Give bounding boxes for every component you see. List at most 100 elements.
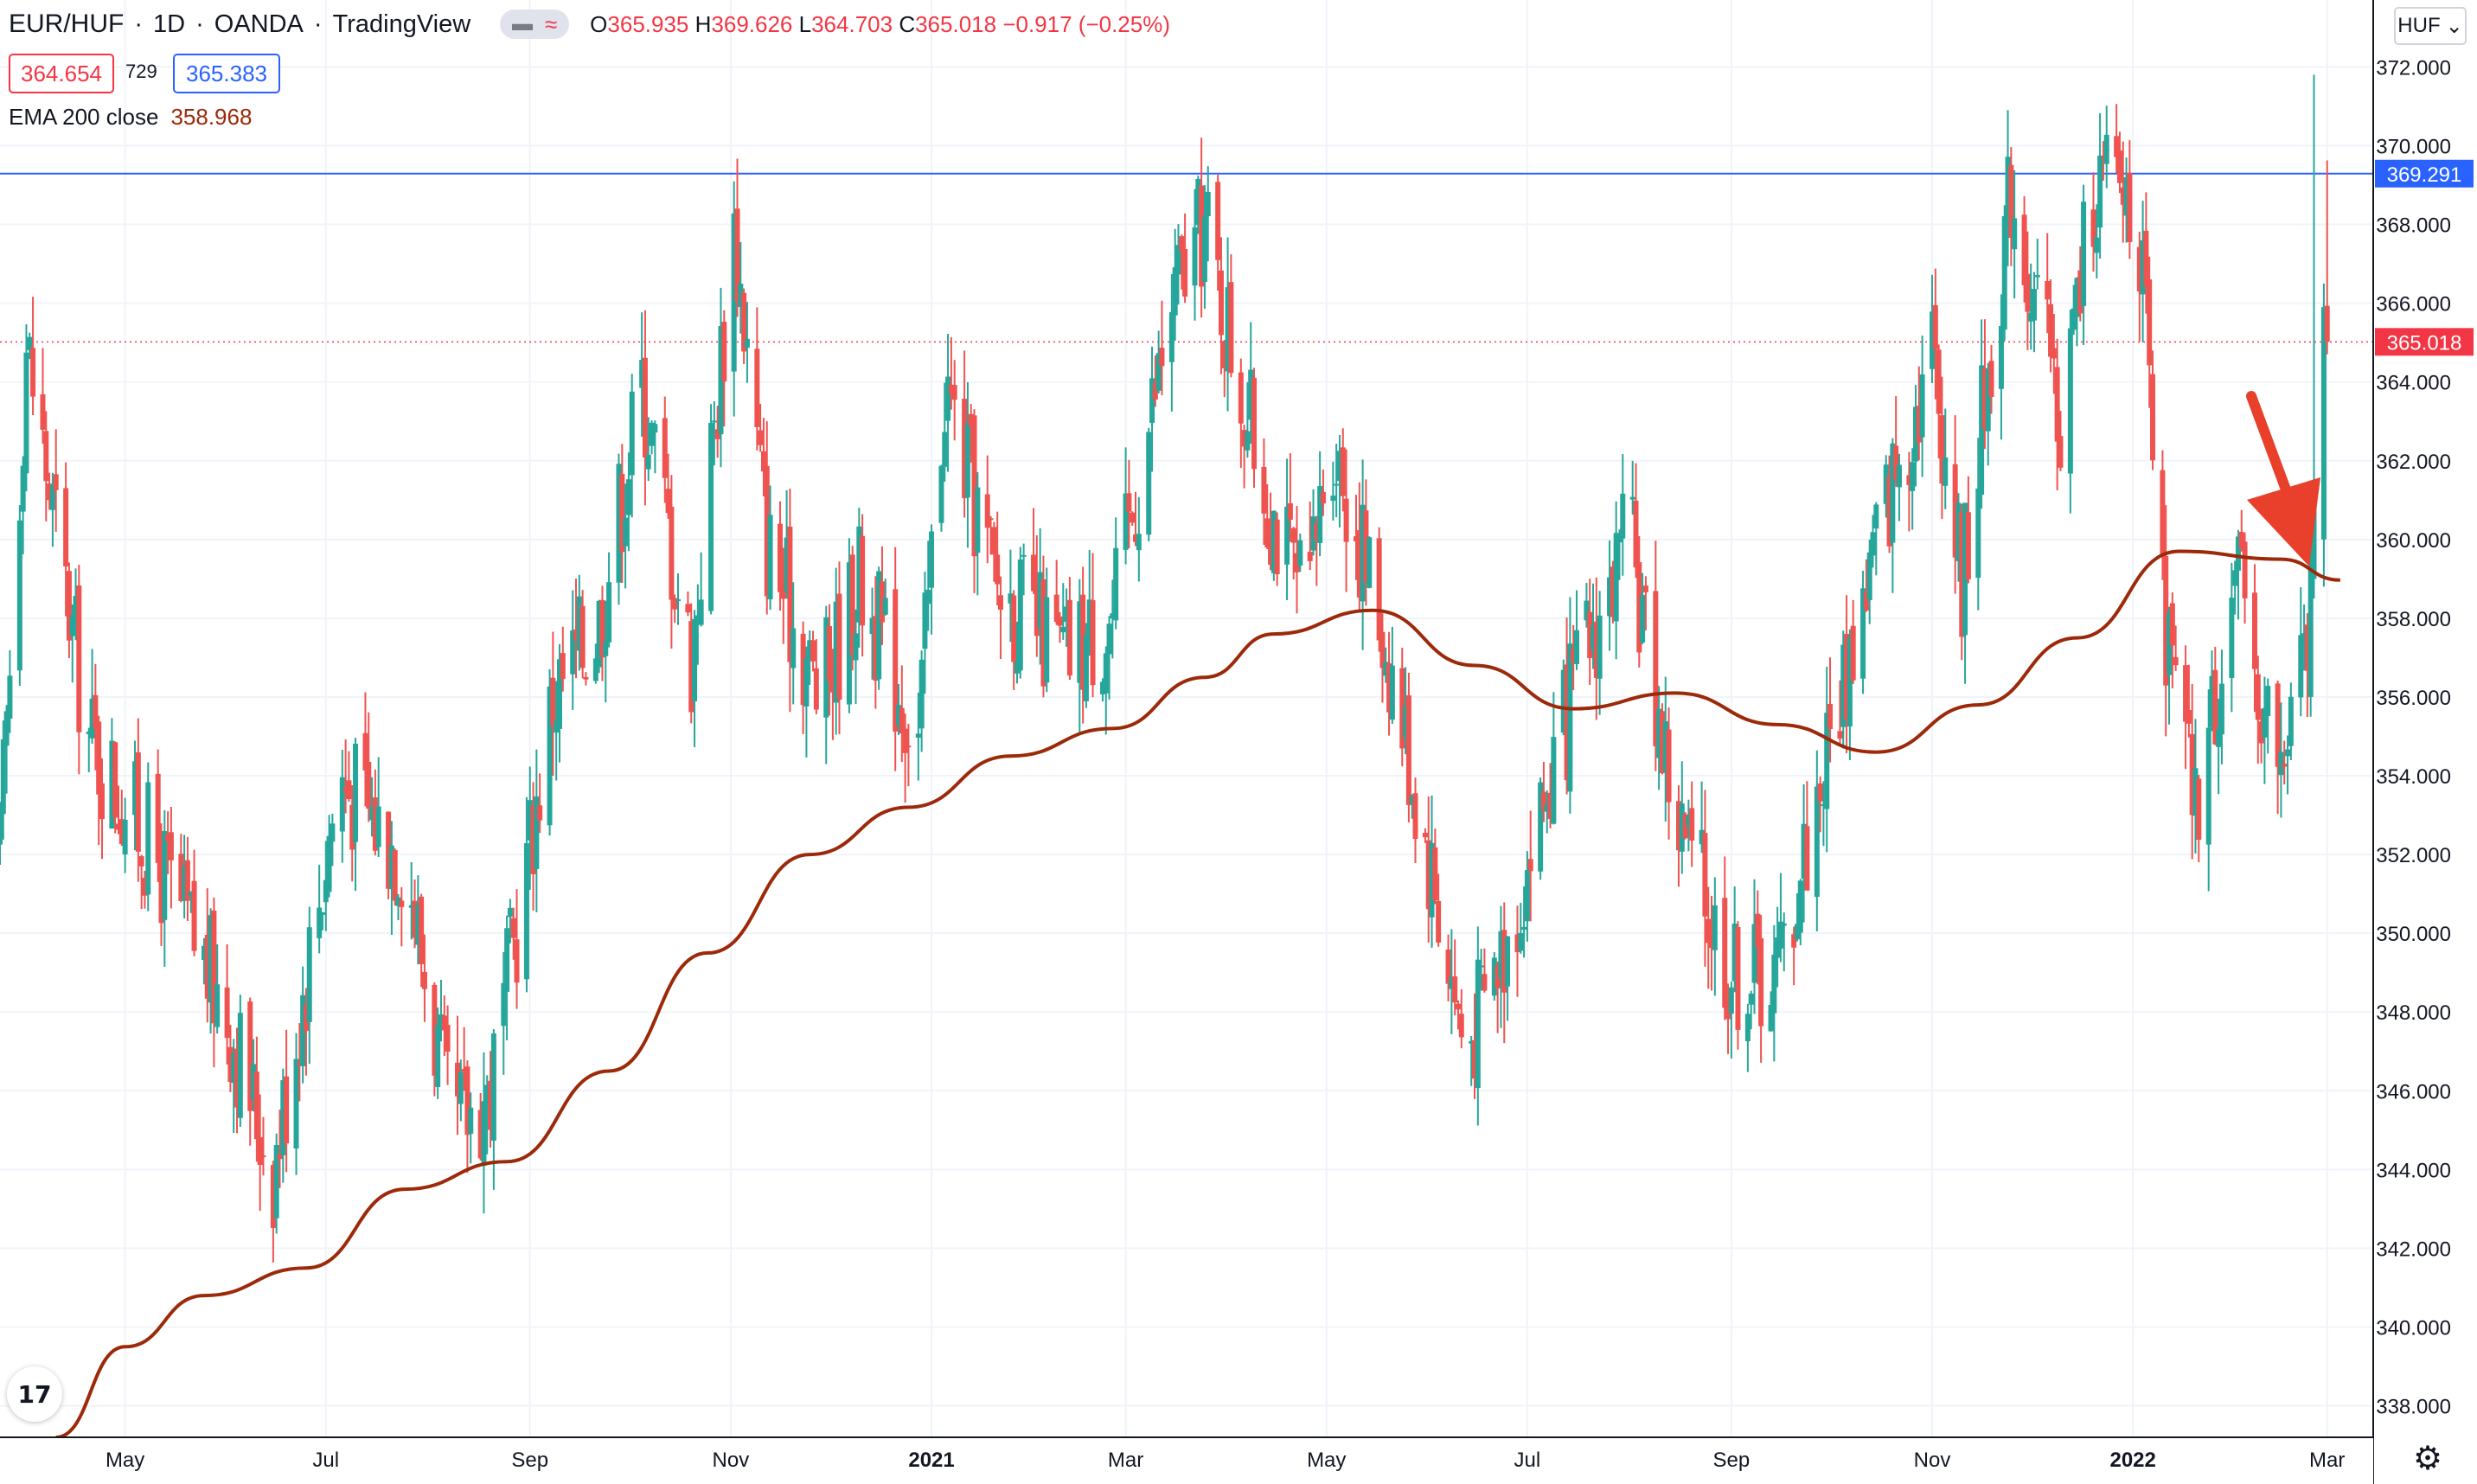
horizontal-level-layer[interactable] <box>0 172 2373 343</box>
candle-body <box>168 832 174 860</box>
candle-body <box>1797 880 1803 933</box>
candle-body <box>421 971 427 989</box>
candle-body <box>784 537 790 592</box>
candle-body <box>135 752 141 852</box>
candle-body <box>1775 937 1781 958</box>
candle-body <box>1863 591 1869 611</box>
candle-body <box>2012 218 2018 250</box>
buy-price-button[interactable]: 365.383 <box>173 54 280 93</box>
candle-body <box>1040 579 1046 687</box>
time-axis[interactable]: May Jul Sep Nov 2021 Mar May Jul Sep Nov 2022 Mar <box>106 1449 2345 1472</box>
candle-body <box>1066 599 1072 676</box>
candle-body <box>754 349 760 427</box>
candle-body <box>1873 504 1879 529</box>
candle-body <box>1218 270 1224 336</box>
candle-body <box>96 721 102 795</box>
candle-body <box>1748 993 1754 1005</box>
candle-body <box>386 811 392 889</box>
arrow-shaft[interactable] <box>2246 391 2297 511</box>
candle-body <box>2103 134 2109 164</box>
candle-body <box>2032 289 2037 321</box>
candle-body <box>1403 706 1409 739</box>
time-tick-label: Sep <box>511 1449 548 1472</box>
candle-body <box>1317 486 1323 543</box>
candle-body <box>1113 547 1119 621</box>
time-axis-background[interactable] <box>0 1437 2373 1484</box>
candle-body <box>708 423 714 611</box>
candle-body <box>1044 597 1050 683</box>
candle-body <box>1103 653 1109 694</box>
candle-body <box>1540 791 1546 811</box>
candle-body <box>1238 372 1244 424</box>
candle-body <box>1722 898 1728 1008</box>
candle-body <box>20 465 26 512</box>
candle-body <box>2242 541 2248 598</box>
candle-body <box>3 711 10 746</box>
interval-label[interactable]: 1D <box>153 10 186 38</box>
candle-body <box>853 633 859 661</box>
candle-body <box>694 615 701 623</box>
candle-body <box>0 739 6 815</box>
candle-body <box>2205 727 2211 845</box>
candle-body <box>488 1080 494 1130</box>
ema-legend[interactable]: EMA 200 close 358.968 <box>9 104 252 131</box>
candle-body <box>592 658 598 681</box>
candle-body <box>224 987 230 1039</box>
down-arrow-annotation[interactable] <box>2246 391 2320 566</box>
sell-price-button[interactable]: 364.654 <box>9 54 114 93</box>
candle-body <box>2090 209 2096 247</box>
candle-body <box>1334 483 1340 486</box>
candle-body <box>353 743 359 842</box>
candle-body <box>188 891 194 897</box>
candle-body <box>669 506 675 600</box>
time-tick-label: Mar <box>1108 1449 1143 1472</box>
candle-body <box>576 596 582 651</box>
candle-body <box>968 413 974 427</box>
price-tick-label: 356.000 <box>2376 687 2451 710</box>
gear-icon[interactable]: ⚙ <box>2413 1441 2443 1477</box>
minus-icon[interactable]: ▬ <box>512 12 534 35</box>
toggle-pill[interactable]: ▬ ≈ <box>500 10 570 39</box>
platform-label: TradingView <box>332 10 471 38</box>
symbol-name[interactable]: EUR/HUF <box>9 10 125 38</box>
candle-body <box>573 629 579 641</box>
candle-body <box>873 616 879 681</box>
candle-body <box>1567 643 1573 792</box>
candle-body <box>2123 176 2129 216</box>
candle-body <box>1452 976 1458 1003</box>
candle-body <box>372 797 378 851</box>
candle-body <box>1363 510 1369 583</box>
candle-body <box>317 907 323 938</box>
price-axis[interactable]: 338.000 340.000 342.000 344.000 346.000 348.0… <box>2375 56 2474 1419</box>
candle-body <box>1593 621 1599 678</box>
candle-body <box>514 939 520 983</box>
candle-body <box>997 595 1003 611</box>
candle-body <box>833 601 839 703</box>
candle-body <box>1860 588 1866 679</box>
candle-body <box>455 1062 461 1097</box>
wave-icon[interactable]: ≈ <box>545 10 558 37</box>
candle-body <box>1613 533 1619 622</box>
candle-body <box>1495 965 1501 989</box>
candle-body <box>1636 562 1642 653</box>
candle-body <box>856 526 862 623</box>
currency-button[interactable]: HUF ⌄ <box>2394 7 2467 45</box>
candle-body <box>893 589 899 732</box>
candle-body <box>86 732 92 734</box>
candle-body <box>306 927 312 1022</box>
arrow-head[interactable] <box>2247 477 2320 566</box>
candle-body <box>1959 512 1965 637</box>
candle-body <box>1008 593 1014 604</box>
candle-body <box>53 474 59 490</box>
candle-body <box>1011 595 1017 662</box>
candle-body <box>69 615 75 636</box>
candle-body <box>1159 348 1165 367</box>
candle-body <box>1794 924 1800 940</box>
price-axis-background[interactable] <box>2373 0 2477 1484</box>
candle-body <box>1284 506 1290 565</box>
price-tick-label: 364.000 <box>2376 372 2451 395</box>
candle-body <box>2278 752 2284 776</box>
tradingview-logo-icon[interactable]: 17 <box>7 1366 62 1422</box>
candle-body <box>1666 729 1672 803</box>
